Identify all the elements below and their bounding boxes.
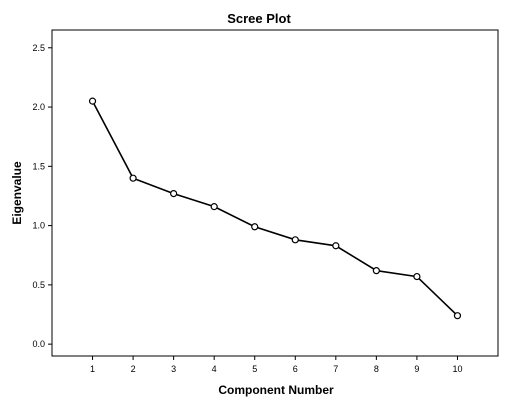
y-tick-label: 1.5 [32, 161, 45, 171]
y-tick-label: 0.0 [32, 339, 45, 349]
plot-frame [51, 29, 499, 357]
series-line [91, 100, 459, 317]
data-point [251, 223, 259, 231]
x-tick-label: 9 [414, 364, 419, 374]
data-point [170, 189, 178, 198]
x-tick-label: 4 [212, 364, 217, 374]
x-tick-label: 7 [333, 364, 338, 374]
data-point [291, 236, 299, 244]
y-axis-label: Eigenvalue [10, 161, 24, 225]
x-tick-label: 6 [293, 364, 298, 374]
x-axis: 1 2 3 4 5 6 7 8 9 10 [90, 356, 462, 374]
y-axis: 0.0 0.5 1.0 1.5 2.0 2.5 [32, 43, 52, 349]
x-tick-label: 3 [171, 364, 176, 374]
data-point [88, 97, 97, 105]
data-point [210, 203, 218, 211]
eigenvalue-series [88, 97, 462, 320]
x-tick-label: 5 [252, 364, 257, 374]
x-tick-label: 10 [452, 364, 462, 374]
data-point [372, 267, 380, 275]
data-point [332, 242, 340, 250]
data-point [129, 174, 137, 182]
data-point [413, 272, 421, 281]
x-axis-label: Component Number [218, 383, 334, 397]
y-tick-label: 2.5 [32, 43, 45, 53]
x-tick-label: 8 [374, 364, 379, 374]
y-tick-label: 2.0 [32, 102, 45, 112]
data-point [453, 312, 462, 320]
x-tick-label: 1 [90, 364, 95, 374]
y-tick-label: 1.0 [32, 221, 45, 231]
y-tick-label: 0.5 [32, 280, 45, 290]
chart-title: Scree Plot [227, 11, 291, 26]
x-tick-label: 2 [131, 364, 136, 374]
